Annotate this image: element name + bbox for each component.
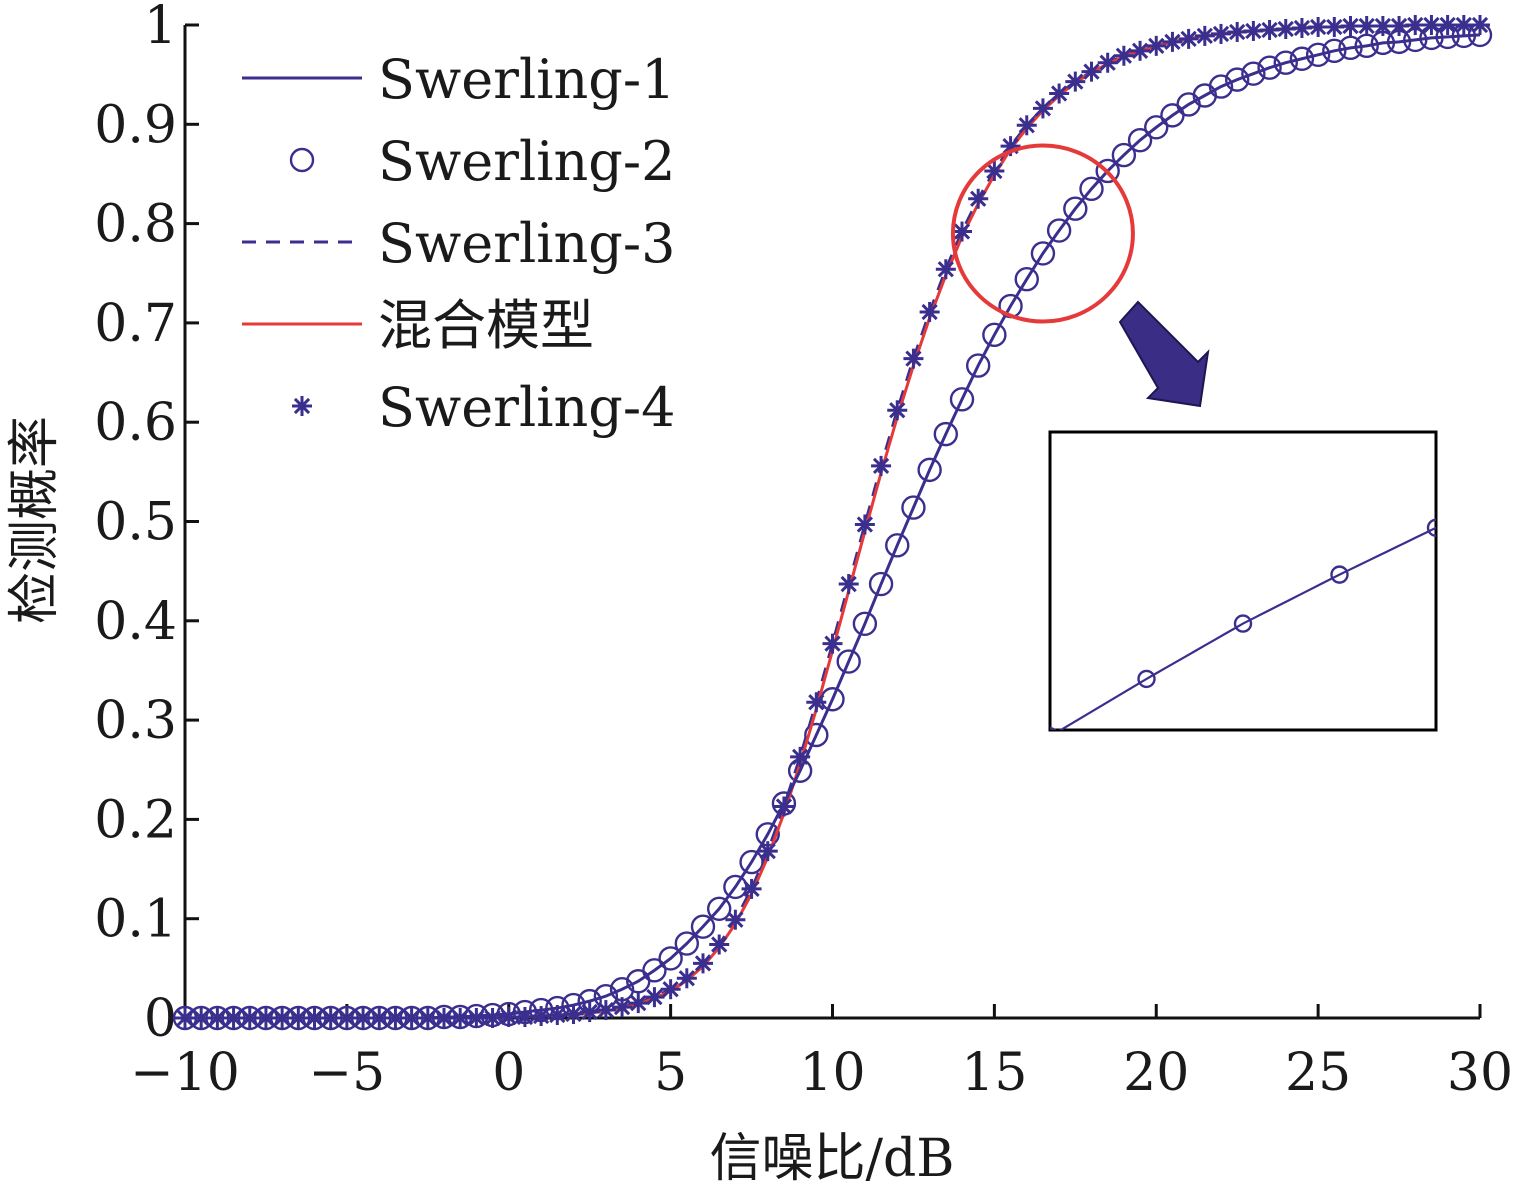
x-tick-label: 10: [799, 1043, 865, 1103]
data-point: [1211, 24, 1231, 44]
y-tick-label: 0.2: [94, 790, 177, 850]
x-tick-label: 0: [492, 1043, 525, 1103]
data-point: [936, 259, 956, 279]
y-tick-label: 0.4: [94, 592, 177, 652]
inset-markers-swerling-4: [947, 227, 1514, 454]
legend-entry: Swerling-4: [292, 376, 675, 439]
legend-label: Swerling-2: [378, 130, 675, 193]
x-tick-label: 25: [1285, 1043, 1351, 1103]
legend-entry: Swerling-1: [242, 48, 675, 111]
legend-label: Swerling-1: [378, 48, 675, 111]
data-point: [1179, 29, 1199, 49]
y-tick-label: 0.8: [94, 195, 177, 255]
inset-data-point: [946, 790, 962, 806]
inset-line-mixed-model: [954, 238, 1514, 455]
x-tick-label: 15: [961, 1043, 1027, 1103]
data-point: [1146, 36, 1166, 56]
y-tick-label: 0.5: [94, 493, 177, 553]
data-point: [1130, 41, 1150, 61]
legend-label: Swerling-3: [378, 212, 675, 275]
legend-label: Swerling-4: [378, 376, 675, 439]
y-tick-label: 0.6: [94, 393, 177, 453]
data-point: [1162, 32, 1182, 52]
data-point: [806, 692, 826, 712]
inset-data-point: [1043, 387, 1057, 401]
data-point: [903, 349, 923, 369]
x-tick-label: −10: [130, 1043, 240, 1103]
inset-frame: [1050, 432, 1436, 730]
inset-data-point: [1333, 274, 1347, 288]
data-point: [758, 841, 778, 861]
legend-entry: Swerling-2: [291, 130, 675, 193]
legend-swatch-star: [292, 396, 312, 416]
zoom-highlight-circle: [953, 146, 1133, 322]
data-point: [823, 634, 843, 654]
data-point: [871, 456, 891, 476]
data-point: [742, 879, 762, 899]
data-point: [1033, 98, 1053, 118]
y-axis-label: 检测概率: [5, 416, 65, 624]
data-point: [887, 400, 907, 420]
legend-entry: Swerling-3: [242, 212, 675, 275]
inset-data-point: [1236, 306, 1250, 320]
data-point: [1082, 62, 1102, 82]
data-point: [1114, 46, 1134, 66]
y-tick-label: 0.3: [94, 691, 177, 751]
x-tick-label: 20: [1123, 1043, 1189, 1103]
inset-data-point: [1429, 248, 1443, 262]
x-tick-label: 5: [654, 1043, 687, 1103]
y-tick-label: 1: [144, 0, 177, 56]
data-point: [709, 935, 729, 955]
data-point: [661, 979, 681, 999]
data-point: [677, 968, 697, 988]
y-tick-label: 0.7: [94, 294, 177, 354]
data-point: [1195, 26, 1215, 46]
data-point: [1470, 15, 1490, 35]
data-point: [855, 514, 875, 534]
zoom-arrow-icon: [1120, 302, 1208, 406]
zoom-inset: [946, 227, 1514, 806]
data-point: [774, 796, 794, 816]
legend-label: 混合模型: [378, 294, 594, 357]
data-point: [725, 910, 745, 930]
data-point: [693, 953, 713, 973]
data-point: [612, 997, 632, 1017]
x-axis-label: 信噪比/dB: [709, 1129, 954, 1189]
data-point: [580, 1002, 600, 1022]
legend-entry: 混合模型: [242, 294, 594, 357]
x-tick-label: 30: [1447, 1043, 1513, 1103]
y-tick-label: 0: [144, 989, 177, 1049]
data-point: [1017, 115, 1037, 135]
y-tick-label: 0.9: [94, 95, 177, 155]
data-point: [839, 574, 859, 594]
inset-line-swerling-3: [954, 236, 1514, 447]
data-point: [1065, 72, 1085, 92]
data-point: [1049, 84, 1069, 104]
data-point: [790, 747, 810, 767]
data-point: [920, 302, 940, 322]
y-tick-label: 0.1: [94, 890, 177, 950]
x-tick-label: −5: [309, 1043, 386, 1103]
legend: Swerling-1 Swerling-2 Swerling-3 混合模型 Swerli…: [242, 48, 675, 439]
data-point: [968, 189, 988, 209]
data-point: [596, 1000, 616, 1020]
data-point: [564, 1004, 584, 1024]
legend-swatch-circle: [291, 149, 313, 171]
